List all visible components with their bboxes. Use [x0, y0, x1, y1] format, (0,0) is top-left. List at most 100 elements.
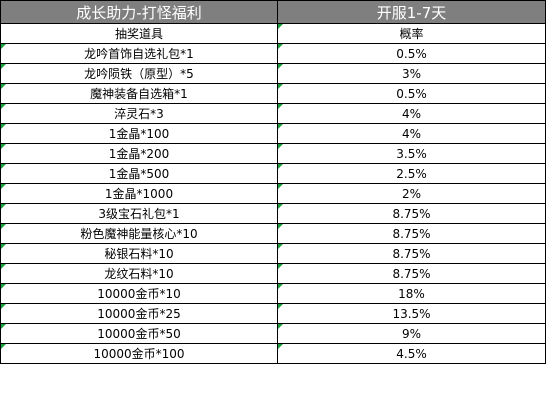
prob-label: 4%	[401, 126, 422, 141]
cell-marker-icon	[1, 144, 6, 149]
header-prob-cell: 概率	[277, 23, 546, 44]
table-row: 龙纹石料*10 8.75%	[0, 263, 546, 284]
item-cell: 龙吟首饰自选礼包*1	[0, 43, 278, 64]
cell-marker-icon	[1, 324, 6, 329]
header-item-label: 抽奖道具	[114, 27, 163, 41]
prob-cell: 8.75%	[277, 203, 546, 224]
item-cell: 3级宝石礼包*1	[0, 203, 278, 224]
cell-marker-icon	[278, 184, 283, 189]
cell-marker-icon	[1, 244, 6, 249]
item-cell: 1金晶*200	[0, 143, 278, 164]
item-label: 10000金币*100	[93, 347, 185, 361]
cell-marker-icon	[278, 104, 283, 109]
item-label: 魔神装备自选箱*1	[90, 87, 188, 101]
cell-marker-icon	[1, 44, 6, 49]
cell-marker-icon	[1, 104, 6, 109]
cell-marker-icon	[1, 204, 6, 209]
item-label: 1金晶*1000	[104, 187, 174, 201]
table-row: 1金晶*500 2.5%	[0, 163, 546, 184]
title-left-cell: 成长助力-打怪福利	[0, 0, 278, 24]
prob-label: 13.5%	[392, 306, 431, 321]
item-cell: 10000金币*25	[0, 303, 278, 324]
item-label: 秘银石料*10	[104, 247, 174, 261]
title-row: 成长助力-打怪福利 开服1-7天	[0, 0, 546, 24]
table-row: 淬灵石*3 4%	[0, 103, 546, 124]
item-label: 淬灵石*3	[114, 107, 164, 121]
title-right-cell: 开服1-7天	[277, 0, 546, 24]
table-row: 魔神装备自选箱*1 0.5%	[0, 83, 546, 104]
prob-cell: 4%	[277, 103, 546, 124]
table-row: 粉色魔神能量核心*10 8.75%	[0, 223, 546, 244]
table-row: 龙吟首饰自选礼包*1 0.5%	[0, 43, 546, 64]
prob-label: 8.75%	[392, 246, 431, 261]
cell-marker-icon	[1, 264, 6, 269]
prob-cell: 13.5%	[277, 303, 546, 324]
item-cell: 1金晶*100	[0, 123, 278, 144]
cell-marker-icon	[278, 84, 283, 89]
cell-marker-icon	[1, 84, 6, 89]
item-label: 粉色魔神能量核心*10	[80, 227, 198, 241]
item-label: 3级宝石礼包*1	[98, 207, 180, 221]
cell-marker-icon	[278, 204, 283, 209]
item-cell: 龙纹石料*10	[0, 263, 278, 284]
item-label: 10000金币*50	[97, 327, 181, 341]
reward-probability-table: 成长助力-打怪福利 开服1-7天 抽奖道具 概率 龙吟首饰自选礼包*1 0.5% 龙…	[0, 0, 546, 364]
prob-cell: 0.5%	[277, 43, 546, 64]
item-cell: 魔神装备自选箱*1	[0, 83, 278, 104]
cell-marker-icon	[278, 344, 283, 349]
prob-cell: 8.75%	[277, 243, 546, 264]
prob-cell: 4.5%	[277, 343, 546, 364]
prob-cell: 3.5%	[277, 143, 546, 164]
cell-marker-icon	[278, 64, 283, 69]
item-cell: 龙吟陨铁（原型）*5	[0, 63, 278, 84]
table-row: 龙吟陨铁（原型）*5 3%	[0, 63, 546, 84]
item-label: 1金晶*500	[108, 167, 170, 181]
cell-marker-icon	[278, 224, 283, 229]
prob-label: 4%	[401, 106, 422, 121]
cell-marker-icon	[278, 144, 283, 149]
cell-marker-icon	[278, 24, 283, 29]
table-row: 10000金币*50 9%	[0, 323, 546, 344]
cell-marker-icon	[1, 344, 6, 349]
cell-marker-icon	[1, 224, 6, 229]
prob-cell: 9%	[277, 323, 546, 344]
item-label: 1金晶*200	[108, 147, 170, 161]
item-label: 龙吟首饰自选礼包*1	[84, 47, 194, 61]
table-row: 10000金币*10 18%	[0, 283, 546, 304]
prob-label: 8.75%	[392, 226, 431, 241]
prob-label: 0.5%	[396, 46, 427, 61]
item-cell: 10000金币*10	[0, 283, 278, 304]
cell-marker-icon	[278, 324, 283, 329]
cell-marker-icon	[278, 284, 283, 289]
cell-marker-icon	[278, 264, 283, 269]
prob-label: 2%	[401, 186, 422, 201]
item-cell: 粉色魔神能量核心*10	[0, 223, 278, 244]
item-label: 1金晶*100	[108, 127, 170, 141]
prob-label: 9%	[401, 326, 422, 341]
table-row: 10000金币*100 4.5%	[0, 343, 546, 364]
cell-marker-icon	[1, 304, 6, 309]
cell-marker-icon	[1, 184, 6, 189]
item-label: 10000金币*25	[97, 307, 181, 321]
prob-label: 4.5%	[396, 346, 427, 361]
prob-label: 2.5%	[396, 166, 427, 181]
cell-marker-icon	[1, 284, 6, 289]
prob-cell: 18%	[277, 283, 546, 304]
cell-marker-icon	[278, 244, 283, 249]
prob-cell: 2.5%	[277, 163, 546, 184]
header-prob-label: 概率	[399, 27, 424, 41]
prob-cell: 0.5%	[277, 83, 546, 104]
cell-marker-icon	[1, 124, 6, 129]
prob-label: 0.5%	[396, 86, 427, 101]
item-label: 龙纹石料*10	[104, 267, 174, 281]
prob-cell: 2%	[277, 183, 546, 204]
table-row: 1金晶*1000 2%	[0, 183, 546, 204]
header-item-cell: 抽奖道具	[0, 23, 278, 44]
header-row: 抽奖道具 概率	[0, 23, 546, 44]
table-row: 1金晶*100 4%	[0, 123, 546, 144]
cell-marker-icon	[278, 304, 283, 309]
table-row: 秘银石料*10 8.75%	[0, 243, 546, 264]
prob-label: 3.5%	[396, 146, 427, 161]
table-row: 3级宝石礼包*1 8.75%	[0, 203, 546, 224]
prob-cell: 3%	[277, 63, 546, 84]
